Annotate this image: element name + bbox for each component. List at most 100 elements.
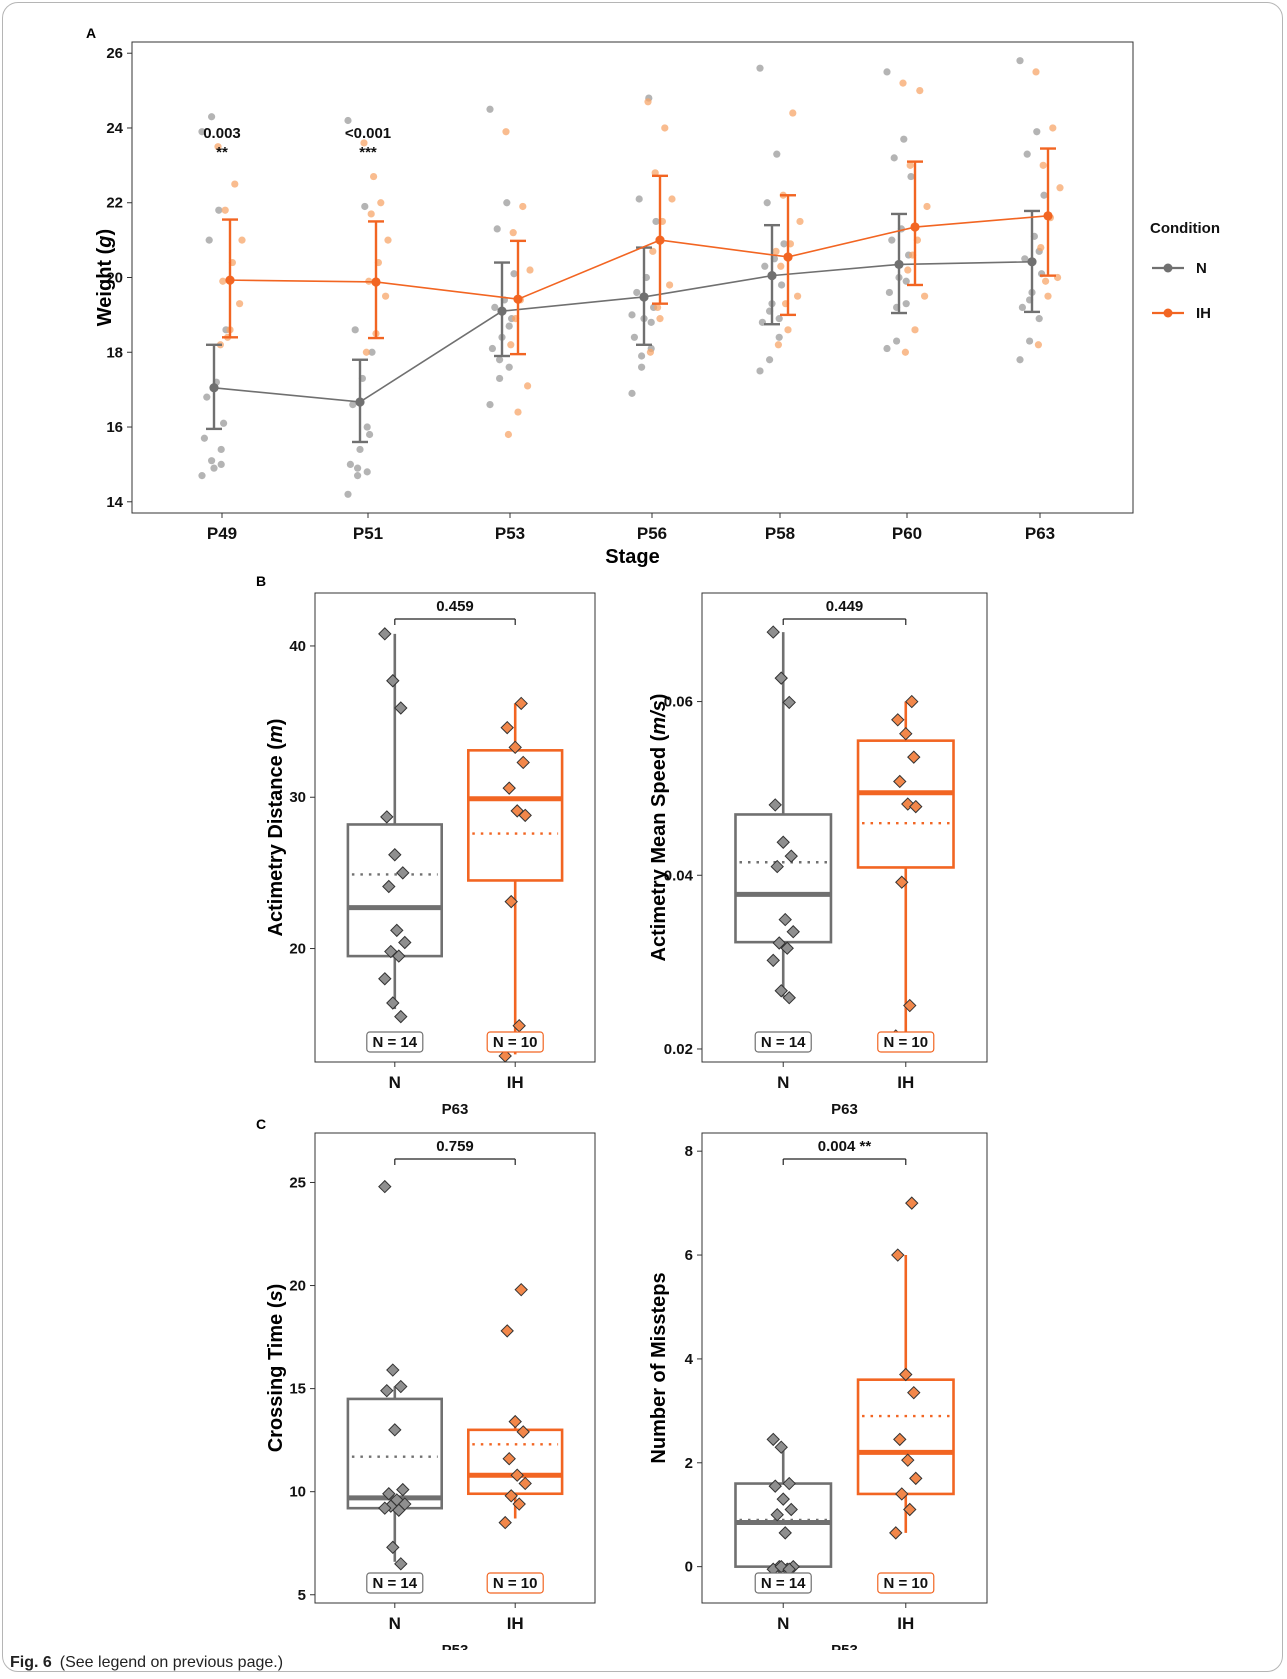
mean-point bbox=[655, 235, 665, 245]
jitter-point bbox=[354, 464, 362, 472]
data-point bbox=[500, 1324, 514, 1338]
jitter-point bbox=[921, 292, 929, 300]
mean-point bbox=[1027, 257, 1037, 267]
x-tick-label: N bbox=[389, 1073, 401, 1092]
jitter-point bbox=[883, 68, 891, 76]
jitter-point bbox=[902, 277, 910, 285]
data-point bbox=[778, 1526, 792, 1540]
data-point bbox=[396, 1482, 410, 1497]
jitter-point bbox=[238, 236, 246, 244]
mean-point bbox=[209, 383, 219, 393]
jitter-point bbox=[1035, 315, 1043, 323]
box-iqr bbox=[856, 1378, 955, 1496]
data-point bbox=[518, 1476, 532, 1491]
legend-title: Condition bbox=[1150, 220, 1220, 237]
count-label-box bbox=[366, 1031, 424, 1053]
y-tick-label: 5 bbox=[298, 1587, 306, 1604]
y-tick-label: 4 bbox=[685, 1351, 694, 1368]
jitter-point bbox=[368, 348, 376, 356]
significance-p-value: 0.003 bbox=[203, 125, 241, 142]
mean-point bbox=[497, 306, 507, 316]
jitter-point bbox=[231, 180, 239, 188]
jitter-point bbox=[649, 247, 657, 255]
significance-p-value: 0.449 bbox=[826, 598, 864, 615]
jitter-point bbox=[205, 236, 213, 244]
data-point bbox=[770, 859, 784, 874]
data-point bbox=[386, 1540, 400, 1555]
y-axis-title: Number of Missteps bbox=[648, 1272, 670, 1463]
jitter-point bbox=[761, 262, 769, 270]
y-tick-label: 24 bbox=[106, 120, 123, 137]
data-point bbox=[782, 695, 796, 710]
data-point bbox=[390, 923, 404, 938]
jitter-point bbox=[220, 419, 228, 427]
mean-point bbox=[639, 292, 649, 302]
data-point bbox=[903, 998, 917, 1013]
data-point bbox=[778, 912, 792, 927]
data-point bbox=[502, 781, 516, 795]
panel-letter-c: C bbox=[256, 1116, 266, 1132]
data-point bbox=[899, 726, 913, 741]
jitter-point bbox=[344, 116, 352, 125]
jitter-point bbox=[654, 303, 662, 312]
jitter-point bbox=[356, 445, 364, 454]
data-point bbox=[388, 848, 402, 862]
data-point bbox=[500, 720, 514, 735]
jitter-point bbox=[363, 423, 371, 431]
x-axis-title: P53 bbox=[831, 1642, 858, 1650]
jitter-point bbox=[916, 86, 924, 95]
jitter-point bbox=[789, 109, 797, 117]
y-tick-label: 10 bbox=[289, 1484, 306, 1501]
panel-c-missteps-chart: 0 2 4 6 8 Number of Missteps N IH P53 0.004 ** N =… bbox=[648, 1132, 988, 1650]
jitter-point bbox=[203, 393, 211, 401]
jitter-point bbox=[370, 172, 378, 181]
significance-p-value: 0.759 bbox=[436, 1138, 474, 1155]
y-tick-label: 0 bbox=[685, 1559, 693, 1576]
y-tick-label: 30 bbox=[289, 789, 306, 806]
jitter-point bbox=[1023, 150, 1031, 158]
jitter-point bbox=[911, 326, 919, 334]
data-point bbox=[516, 1425, 530, 1439]
panel-letter-a: A bbox=[86, 25, 96, 41]
jitter-point bbox=[794, 292, 802, 300]
jitter-point bbox=[784, 326, 792, 334]
jitter-point bbox=[198, 128, 206, 136]
jitter-point bbox=[526, 266, 534, 274]
count-label-box bbox=[754, 1572, 812, 1594]
data-point bbox=[378, 1179, 392, 1194]
jitter-point bbox=[509, 229, 517, 237]
data-point bbox=[905, 1196, 919, 1210]
data-point bbox=[774, 671, 788, 685]
jitter-point bbox=[907, 172, 915, 181]
jitter-point bbox=[360, 139, 368, 147]
jitter-point bbox=[647, 318, 655, 326]
data-point bbox=[386, 996, 400, 1010]
data-point bbox=[394, 1557, 408, 1571]
y-axis-title: Actimetry Distance (m) bbox=[265, 719, 287, 937]
jitter-point bbox=[900, 135, 908, 143]
plot-area bbox=[701, 1132, 988, 1604]
count-label-box bbox=[754, 1031, 812, 1053]
data-point bbox=[772, 936, 786, 950]
plot-area bbox=[701, 592, 988, 1063]
jitter-point bbox=[668, 195, 676, 203]
jitter-point bbox=[763, 199, 771, 207]
jitter-point bbox=[1016, 57, 1024, 65]
data-point bbox=[891, 1248, 905, 1262]
x-tick-label: IH bbox=[897, 1073, 914, 1092]
jitter-point bbox=[354, 472, 362, 480]
data-point bbox=[770, 1508, 784, 1522]
jitter-point bbox=[351, 326, 359, 334]
jitter-point bbox=[488, 344, 496, 353]
mean-point bbox=[225, 275, 235, 285]
data-point bbox=[768, 798, 782, 812]
data-point bbox=[502, 1451, 516, 1466]
significance-p-value: 0.459 bbox=[436, 598, 474, 615]
data-point bbox=[907, 1385, 921, 1400]
data-point bbox=[498, 1049, 512, 1063]
data-point bbox=[380, 810, 394, 824]
jitter-point bbox=[899, 79, 907, 87]
significance-p-value: <0.001 bbox=[345, 125, 391, 142]
count-label: N = 10 bbox=[493, 1034, 538, 1051]
jitter-point bbox=[208, 457, 216, 465]
